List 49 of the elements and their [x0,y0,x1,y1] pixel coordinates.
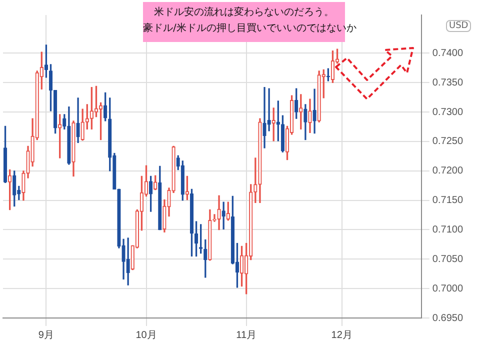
y-tick-label: 0.7300 [432,106,464,118]
candlestick [276,100,280,142]
candlestick [85,104,89,130]
y-tick-label: 0.7200 [432,166,464,177]
candlestick [299,94,303,130]
candlestick [3,126,8,184]
candlestick [326,68,330,82]
y-tick-label: 0.6950 [432,312,464,324]
candlestick [148,176,153,212]
candlestick [312,88,316,134]
candlestick [317,70,321,122]
y-tick-label: 0.7400 [432,48,464,59]
x-tick-label: 10月 [136,330,157,341]
candlestick [185,176,190,200]
candlestick [58,114,62,158]
candlestick [90,87,94,130]
candlestick [222,202,226,230]
y-tick-label: 0.7350 [432,77,464,88]
candlestick [258,118,262,204]
x-tick-label: 12月 [331,330,352,341]
candlestick [308,98,312,133]
y-axis-title: USD [446,20,472,32]
y-tick-label: 0.7050 [432,254,464,265]
candlestick [94,86,98,118]
candlestick [190,188,194,257]
candlestick [180,160,184,201]
candlestick [44,44,48,78]
candlestick [262,87,266,148]
y-tick-label: 0.7100 [432,224,464,236]
y-tick-label: 0.7250 [432,136,464,148]
candlestick [208,209,212,261]
candlestick [80,108,84,141]
x-tick-label: 11月 [236,330,257,341]
candlestick [199,224,203,254]
candlestick [254,158,258,204]
annotation: 豪ドル/米ドルの押し目買いでいいのではないか [143,22,356,36]
candlestick [67,106,71,165]
x-tick-label: 9月 [38,330,54,341]
annotation: 米ドル安の流れは変わらないのだろう。 [153,6,335,20]
candlestick [217,195,221,230]
candlestick [126,238,130,286]
candlestick [12,170,16,207]
y-tick-label: 0.7000 [432,283,464,294]
candlestick [280,115,285,152]
candlestick [72,120,76,177]
candlestick [158,166,162,230]
candlestick [330,50,335,83]
y-tick-label: 0.7150 [432,195,464,206]
candlestick [226,202,230,221]
